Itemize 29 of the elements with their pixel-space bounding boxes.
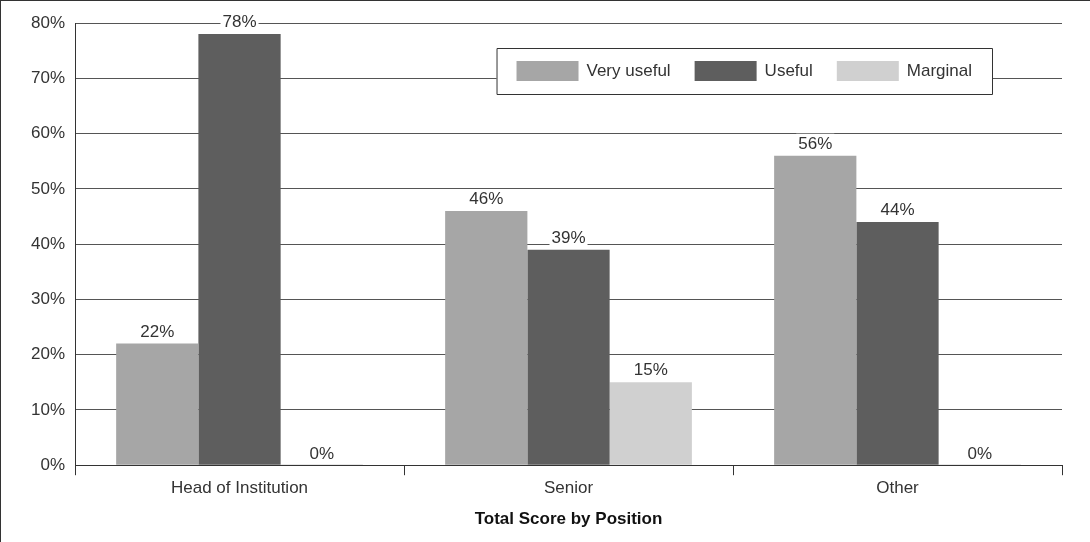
legend-label: Marginal bbox=[906, 60, 973, 80]
data-label: 44% bbox=[880, 200, 915, 220]
data-label: 0% bbox=[309, 444, 335, 464]
data-label: 15% bbox=[633, 360, 668, 380]
data-label: 22% bbox=[140, 321, 175, 341]
y-tick-label: 70% bbox=[30, 67, 66, 87]
legend-label: Very useful bbox=[586, 60, 671, 80]
y-tick-label: 80% bbox=[30, 12, 66, 32]
x-axis-title: Total Score by Position bbox=[474, 509, 663, 529]
bar bbox=[445, 210, 528, 465]
y-tick-label: 0% bbox=[40, 454, 66, 474]
data-label: 39% bbox=[551, 227, 586, 247]
y-tick-label: 60% bbox=[30, 123, 66, 143]
legend-label: Useful bbox=[764, 60, 813, 80]
data-label: 0% bbox=[967, 444, 993, 464]
data-label: 56% bbox=[798, 133, 833, 153]
x-tick-label: Other bbox=[876, 478, 920, 498]
bar bbox=[774, 155, 857, 465]
bar bbox=[609, 382, 692, 465]
x-tick-label: Head of Institution bbox=[171, 478, 309, 498]
y-tick-label: 50% bbox=[30, 178, 66, 198]
bar bbox=[116, 343, 199, 465]
data-label: 78% bbox=[222, 12, 257, 32]
x-tick-label: Senior bbox=[543, 478, 594, 498]
y-tick-label: 40% bbox=[30, 233, 66, 253]
y-tick-label: 10% bbox=[30, 399, 66, 419]
y-tick-label: 30% bbox=[30, 289, 66, 309]
y-tick-label: 20% bbox=[30, 344, 66, 364]
data-label: 46% bbox=[469, 189, 504, 209]
